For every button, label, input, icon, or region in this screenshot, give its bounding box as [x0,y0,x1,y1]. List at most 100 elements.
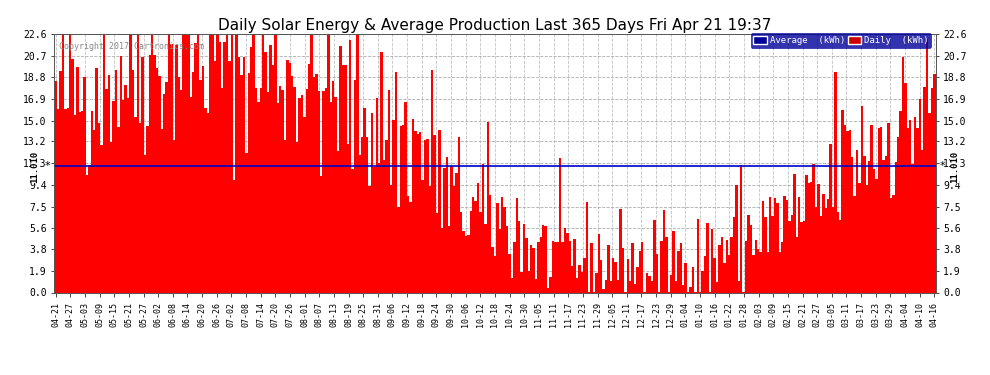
Bar [366,137,368,292]
Bar [419,132,422,292]
Bar [59,72,61,292]
Bar [284,140,286,292]
Bar [190,97,192,292]
Bar [890,198,892,292]
Bar [56,109,59,292]
Bar [929,113,931,292]
Bar [711,229,714,292]
Bar [370,114,373,292]
Bar [177,77,180,292]
Bar [622,248,624,292]
Bar [846,131,848,292]
Legend: Average  (kWh), Daily  (kWh): Average (kWh), Daily (kWh) [750,33,931,48]
Bar [130,34,132,292]
Bar [446,157,447,292]
Bar [455,173,457,292]
Bar [914,117,916,292]
Bar [863,156,865,292]
Bar [296,142,298,292]
Bar [342,65,345,292]
Bar [825,208,827,292]
Bar [450,166,452,292]
Bar [170,44,172,292]
Bar [496,203,499,292]
Bar [491,247,494,292]
Bar [142,57,144,292]
Bar [320,176,323,292]
Bar [617,280,620,292]
Bar [704,256,706,292]
Bar [897,137,899,292]
Bar [731,237,733,292]
Bar [390,185,392,292]
Bar [832,207,835,292]
Bar [323,91,325,292]
Bar [397,207,400,292]
Bar [692,267,694,292]
Bar [800,222,803,292]
Bar [600,260,603,292]
Bar [733,217,736,292]
Bar [221,88,224,292]
Bar [422,180,424,292]
Text: 11.010: 11.010 [950,150,959,183]
Bar [192,72,194,292]
Bar [254,88,257,292]
Bar [353,80,356,292]
Bar [535,279,538,292]
Bar [637,267,639,292]
Bar [460,212,462,292]
Bar [701,271,704,292]
Bar [766,252,769,292]
Bar [165,82,168,292]
Bar [202,66,204,292]
Bar [774,198,776,292]
Bar [523,225,525,292]
Bar [921,150,924,292]
Bar [511,278,513,292]
Bar [870,125,873,292]
Bar [332,81,335,292]
Bar [137,34,139,292]
Bar [540,237,543,292]
Bar [506,226,508,292]
Bar [160,129,163,292]
Bar [88,165,91,292]
Bar [662,210,665,292]
Bar [472,198,474,292]
Bar [105,89,108,292]
Bar [330,102,332,292]
Bar [723,263,726,292]
Bar [620,210,622,292]
Bar [351,170,353,292]
Bar [561,242,563,292]
Bar [241,75,243,292]
Bar [856,150,858,292]
Bar [127,98,130,292]
Bar [880,127,882,292]
Bar [120,56,122,292]
Bar [843,125,846,292]
Bar [250,47,252,292]
Bar [231,34,233,292]
Bar [298,98,301,292]
Bar [78,112,81,292]
Bar [310,34,313,292]
Bar [556,242,559,292]
Bar [274,34,276,292]
Bar [395,72,397,292]
Bar [387,90,390,292]
Bar [54,81,56,292]
Bar [924,87,926,292]
Bar [650,280,653,292]
Bar [246,153,248,292]
Bar [639,251,642,292]
Bar [335,98,337,292]
Bar [776,203,779,292]
Bar [216,34,219,292]
Bar [820,216,822,292]
Bar [549,277,551,292]
Bar [98,123,100,292]
Bar [860,106,863,292]
Bar [392,120,395,292]
